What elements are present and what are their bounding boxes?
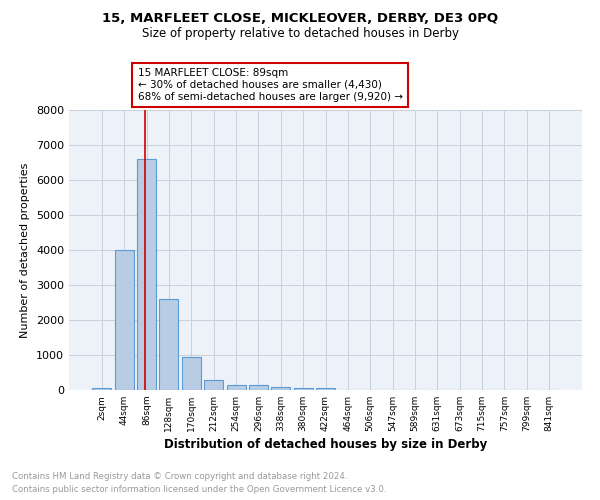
Bar bbox=[92, 388, 112, 390]
Bar bbox=[271, 387, 290, 390]
Text: Contains HM Land Registry data © Crown copyright and database right 2024.: Contains HM Land Registry data © Crown c… bbox=[12, 472, 347, 481]
Text: 15, MARFLEET CLOSE, MICKLEOVER, DERBY, DE3 0PQ: 15, MARFLEET CLOSE, MICKLEOVER, DERBY, D… bbox=[102, 12, 498, 26]
Bar bbox=[115, 250, 134, 390]
Bar bbox=[227, 386, 245, 390]
Text: 15 MARFLEET CLOSE: 89sqm
← 30% of detached houses are smaller (4,430)
68% of sem: 15 MARFLEET CLOSE: 89sqm ← 30% of detach… bbox=[137, 68, 403, 102]
Bar bbox=[137, 159, 156, 390]
X-axis label: Distribution of detached houses by size in Derby: Distribution of detached houses by size … bbox=[164, 438, 487, 451]
Bar bbox=[204, 380, 223, 390]
Text: Contains public sector information licensed under the Open Government Licence v3: Contains public sector information licen… bbox=[12, 485, 386, 494]
Bar bbox=[182, 357, 201, 390]
Bar bbox=[249, 386, 268, 390]
Bar bbox=[293, 388, 313, 390]
Text: Size of property relative to detached houses in Derby: Size of property relative to detached ho… bbox=[142, 28, 458, 40]
Y-axis label: Number of detached properties: Number of detached properties bbox=[20, 162, 31, 338]
Bar bbox=[160, 299, 178, 390]
Bar bbox=[316, 388, 335, 390]
